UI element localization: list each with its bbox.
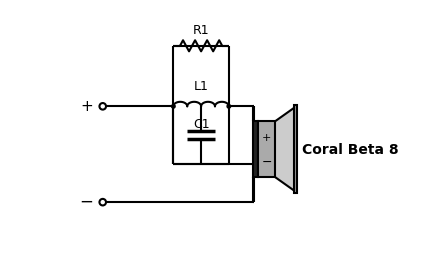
Text: R1: R1 <box>193 24 210 37</box>
FancyBboxPatch shape <box>295 106 298 194</box>
Text: C1: C1 <box>193 118 210 131</box>
Circle shape <box>99 104 106 110</box>
Text: +: + <box>262 133 272 142</box>
FancyBboxPatch shape <box>253 122 258 177</box>
Text: Coral Beta 8: Coral Beta 8 <box>302 143 399 156</box>
Text: −: − <box>261 155 272 168</box>
Text: L1: L1 <box>194 80 209 93</box>
Text: −: − <box>79 192 93 210</box>
Text: +: + <box>80 98 93 113</box>
Polygon shape <box>275 108 295 191</box>
Circle shape <box>172 105 175 109</box>
FancyBboxPatch shape <box>258 122 275 177</box>
Circle shape <box>99 199 106 206</box>
Circle shape <box>227 105 231 109</box>
